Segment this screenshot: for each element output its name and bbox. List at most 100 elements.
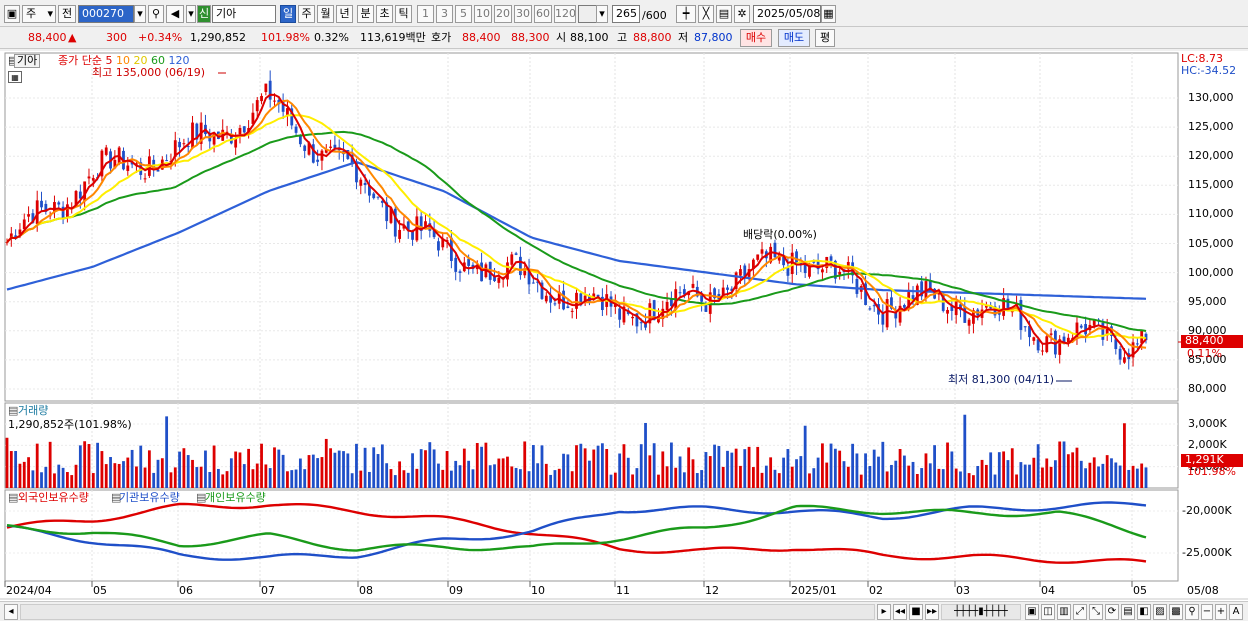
- price-tick-label: 90,000: [1188, 323, 1227, 337]
- price-candle: [562, 290, 565, 310]
- tool-icon-7[interactable]: ▤: [1121, 604, 1135, 620]
- interval-60[interactable]: 60: [534, 5, 552, 23]
- volume-bar: [954, 468, 958, 488]
- zoom-in-icon[interactable]: +: [1215, 604, 1227, 620]
- volume-menu-icon[interactable]: ▤: [8, 404, 19, 417]
- interval-5[interactable]: 5: [455, 5, 472, 23]
- stock-name-field[interactable]: 기아: [212, 5, 276, 23]
- speaker-dropdown-icon[interactable]: ▾: [186, 5, 196, 23]
- zoom-search-icon[interactable]: ⚲: [1185, 604, 1199, 620]
- tool-icon-3[interactable]: ▥: [1057, 604, 1071, 620]
- stop-icon[interactable]: ■: [909, 604, 923, 620]
- text-tool-icon[interactable]: A: [1229, 604, 1243, 620]
- volume-bar: [411, 453, 414, 488]
- interval-10[interactable]: 10: [474, 5, 492, 23]
- holding-menu-icon[interactable]: ▤: [8, 491, 19, 504]
- volume-bar: [96, 442, 100, 488]
- zoom-out-icon[interactable]: −: [1201, 604, 1213, 620]
- interval-dropdown-icon[interactable]: ▾: [596, 5, 608, 23]
- interval-30[interactable]: 30: [514, 5, 532, 23]
- ma60-line: [6, 130, 1147, 332]
- tool-icon-5[interactable]: ⤡: [1089, 604, 1103, 620]
- volume-bar: [264, 464, 268, 488]
- volume-bar: [920, 468, 924, 488]
- chart-canvas[interactable]: [0, 51, 1248, 601]
- price-menu-icon[interactable]: ▤: [8, 55, 18, 67]
- price-tick-label: 120,000: [1188, 149, 1234, 163]
- interval-1[interactable]: 1: [417, 5, 434, 23]
- rewind-icon[interactable]: ◂◂: [893, 604, 907, 620]
- tab-minute[interactable]: 분: [357, 5, 374, 23]
- price-candle: [1028, 325, 1031, 338]
- window-icon[interactable]: ▣: [4, 5, 20, 23]
- speaker-icon[interactable]: ◀: [166, 5, 184, 23]
- price-candle: [290, 108, 294, 126]
- tool-icon-2[interactable]: ◫: [1041, 604, 1055, 620]
- eval-button[interactable]: 평: [815, 29, 835, 47]
- volume-tick-label: 3,000K: [1188, 417, 1227, 430]
- volume-bar: [993, 474, 997, 488]
- price-candle: [113, 159, 117, 169]
- market-select[interactable]: 주 ▾: [22, 5, 56, 23]
- current-price-tag: 88,400: [1181, 335, 1243, 348]
- calendar-icon[interactable]: ▦: [821, 5, 836, 23]
- tool-icon-6[interactable]: ⟳: [1105, 604, 1119, 620]
- volume-bar: [298, 458, 302, 488]
- zoom-slider[interactable]: ┼┼┼┼▮┼┼┼┼: [941, 604, 1021, 620]
- forward-icon[interactable]: ▸▸: [925, 604, 939, 620]
- volume-bar: [35, 443, 39, 488]
- volume-bar: [61, 467, 65, 488]
- buy-button[interactable]: 매수: [740, 29, 772, 47]
- tab-day[interactable]: 일: [280, 5, 296, 23]
- tool-icon-4[interactable]: ⤢: [1073, 604, 1087, 620]
- volume-bar: [519, 469, 522, 488]
- tool-icon-10[interactable]: ▩: [1169, 604, 1183, 620]
- interval-120[interactable]: 120: [554, 5, 576, 23]
- scroll-right-icon[interactable]: ▸: [877, 604, 891, 620]
- candle-type-icon[interactable]: ┿: [676, 5, 696, 23]
- tab-second[interactable]: 초: [376, 5, 393, 23]
- tab-tick[interactable]: 틱: [395, 5, 412, 23]
- volume-bar: [113, 463, 117, 488]
- toolbar: ▣ 주 ▾ 전 000270 ▾ ⚲ ◀ ▾ 신 기아 일 주 월 년 분 초 틱…: [0, 0, 1248, 27]
- quote-bar: 88,400 ▲ 300 +0.34% 1,290,852 101.98% 0.…: [0, 27, 1248, 49]
- volume-bar: [665, 466, 669, 488]
- volume-bar: [588, 460, 591, 488]
- code-dropdown-icon[interactable]: ▾: [134, 5, 146, 23]
- sell-button[interactable]: 매도: [778, 29, 810, 47]
- volume-bar: [1049, 466, 1053, 488]
- save-icon[interactable]: ▤: [716, 5, 732, 23]
- prev-button[interactable]: 전: [58, 5, 76, 23]
- scroll-track[interactable]: [20, 604, 875, 620]
- price-candle: [78, 191, 82, 199]
- volume-bar: [225, 471, 229, 488]
- tab-year[interactable]: 년: [336, 5, 353, 23]
- gear-icon[interactable]: ✲: [734, 5, 750, 23]
- tool-icon-1[interactable]: ▣: [1025, 604, 1039, 620]
- compare-icon[interactable]: ╳: [698, 5, 714, 23]
- search-icon[interactable]: ⚲: [148, 5, 164, 23]
- volume-bar: [303, 469, 307, 488]
- volume-bar: [795, 459, 798, 488]
- interval-3[interactable]: 3: [436, 5, 453, 23]
- volume-bar: [898, 449, 902, 488]
- price-candle: [57, 202, 61, 205]
- interval-20[interactable]: 20: [494, 5, 512, 23]
- scroll-left-icon[interactable]: ◂: [4, 604, 18, 620]
- tab-week[interactable]: 주: [298, 5, 315, 23]
- tool-icon-9[interactable]: ▨: [1153, 604, 1167, 620]
- volume-bar: [631, 474, 634, 488]
- code-input[interactable]: 000270: [78, 5, 134, 23]
- grid-toggle-icon[interactable]: ▦: [8, 71, 22, 83]
- volume-bar: [337, 450, 341, 488]
- lc-label: LC:8.73: [1181, 52, 1224, 65]
- volume-bar: [967, 473, 971, 488]
- tool-icon-8[interactable]: ◧: [1137, 604, 1151, 620]
- tab-month[interactable]: 월: [317, 5, 334, 23]
- volume-bar: [100, 451, 104, 488]
- count-input[interactable]: 265: [612, 5, 640, 23]
- volume-bar: [1144, 467, 1148, 488]
- date-input[interactable]: 2025/05/08: [753, 5, 821, 23]
- price-candle: [816, 260, 820, 270]
- price-candle: [329, 146, 332, 148]
